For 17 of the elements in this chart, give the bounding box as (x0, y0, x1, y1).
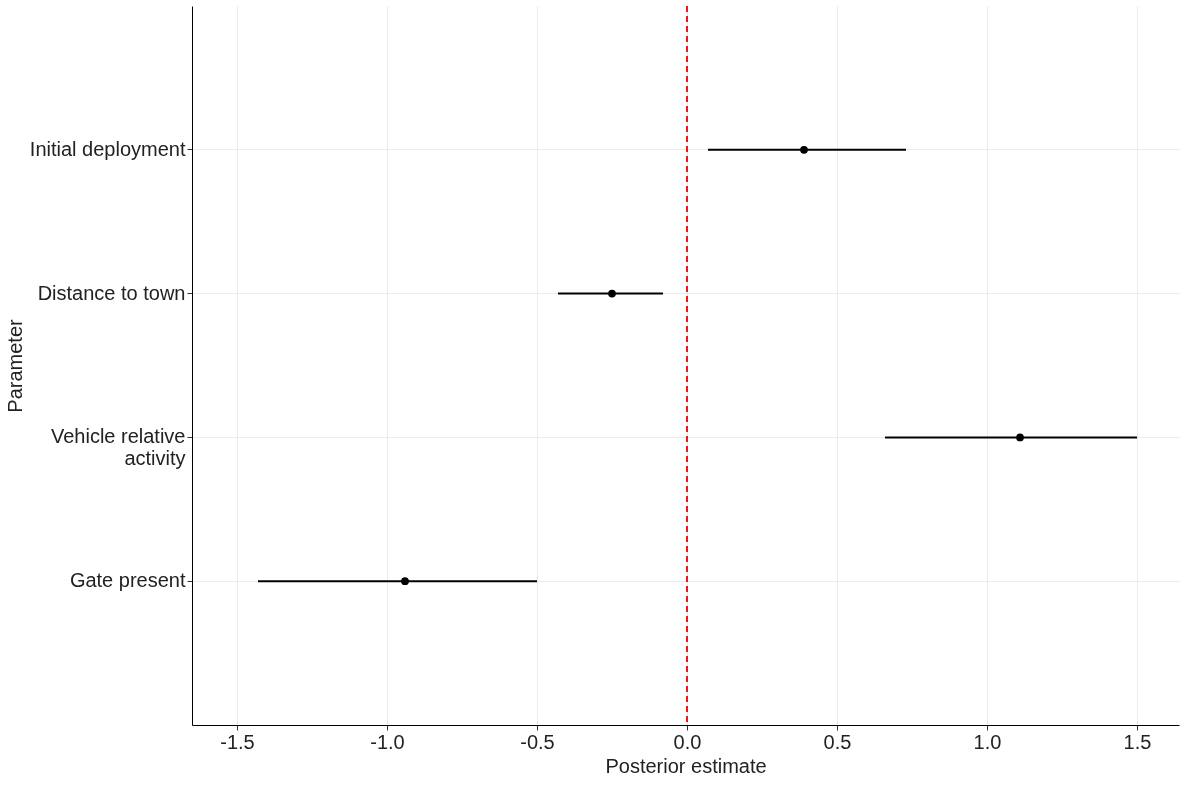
point (608, 289, 616, 298)
y-tick-label: Gate present (69, 569, 186, 592)
y-tick-label: Distance to town (37, 281, 186, 304)
x-tick-label: 1.0 (973, 730, 1002, 753)
x-tick-label: 0.5 (823, 730, 852, 753)
point (1016, 433, 1024, 442)
x-axis-title: Posterior estimate (605, 754, 767, 777)
x-tick-label: 1.5 (1123, 730, 1152, 753)
y-axis-title: Parameter (3, 318, 26, 413)
x-tick-label: -0.5 (520, 730, 555, 753)
x-tick-label: -1.5 (220, 730, 255, 753)
y-tick-label: Vehicle relative activity (50, 425, 186, 470)
x-tick-label: -1.0 (370, 730, 405, 753)
x-tick-label: 0.0 (673, 730, 702, 753)
y-tick-label: Initial deployment (29, 137, 186, 160)
point (401, 577, 409, 586)
point (800, 145, 808, 154)
